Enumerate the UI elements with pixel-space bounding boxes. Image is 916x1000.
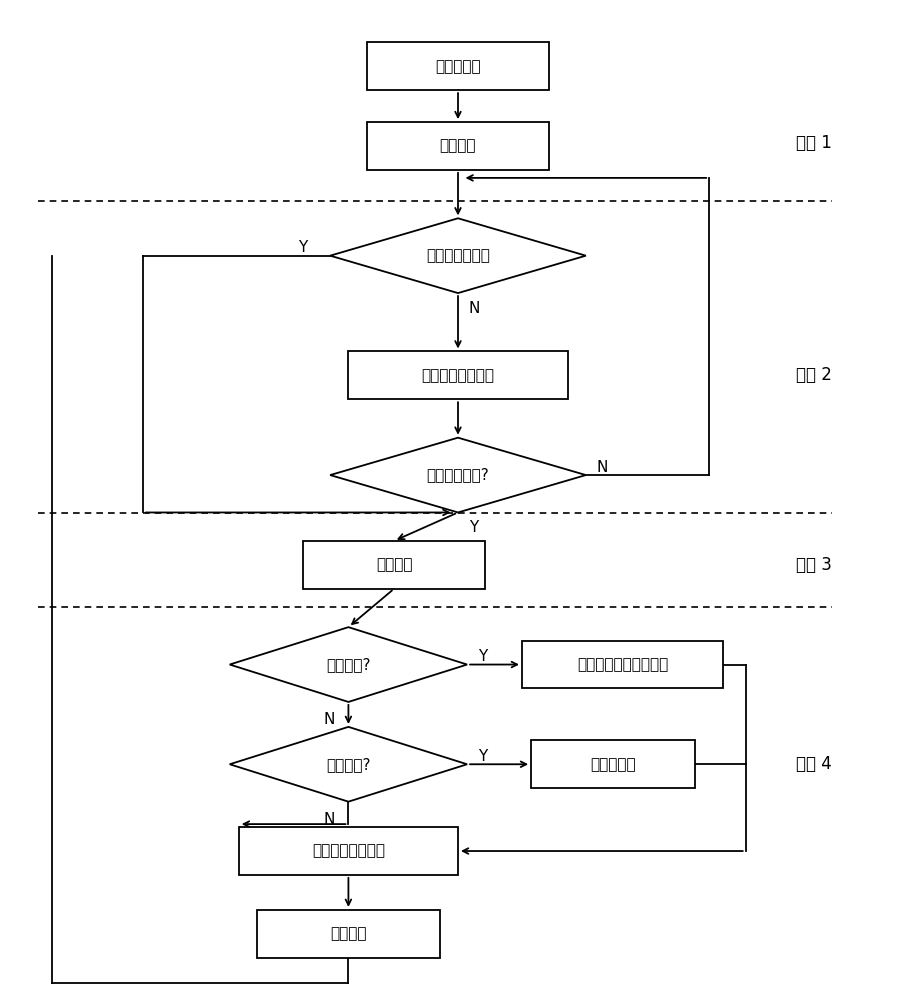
Text: N: N <box>323 812 334 827</box>
Text: 轨迹获取: 轨迹获取 <box>376 557 412 572</box>
Text: 获取加速度计数据: 获取加速度计数据 <box>421 368 495 383</box>
FancyBboxPatch shape <box>531 740 695 788</box>
Text: N: N <box>469 301 480 316</box>
Text: N: N <box>597 460 608 475</box>
Text: 计算位移: 计算位移 <box>330 926 366 941</box>
FancyBboxPatch shape <box>239 827 458 875</box>
Text: Y: Y <box>478 649 487 664</box>
Text: N: N <box>323 712 334 727</box>
FancyBboxPatch shape <box>348 351 568 399</box>
Text: 规划化处理: 规划化处理 <box>591 757 636 772</box>
Text: Y: Y <box>469 520 478 535</box>
Text: 确定阈值: 确定阈值 <box>440 138 476 153</box>
Text: 判断是否运动?: 判断是否运动? <box>427 468 489 483</box>
Text: 步骤 3: 步骤 3 <box>796 556 832 574</box>
Text: 步骤 1: 步骤 1 <box>796 134 832 152</box>
FancyBboxPatch shape <box>522 641 723 688</box>
FancyBboxPatch shape <box>366 42 550 90</box>
Polygon shape <box>230 627 467 702</box>
Text: 步骤 4: 步骤 4 <box>796 755 832 773</box>
Text: 系统初始化: 系统初始化 <box>435 59 481 74</box>
Polygon shape <box>330 438 586 512</box>
Text: 巴特沃斯低通滤波: 巴特沃斯低通滤波 <box>312 844 385 859</box>
FancyBboxPatch shape <box>303 541 485 589</box>
Text: 振幅不同?: 振幅不同? <box>326 757 371 772</box>
Text: 步骤 2: 步骤 2 <box>796 366 832 384</box>
Polygon shape <box>230 727 467 802</box>
Text: Y: Y <box>478 749 487 764</box>
Text: 插值计算或卡尔曼滤波: 插值计算或卡尔曼滤波 <box>577 657 668 672</box>
Text: 频率不同?: 频率不同? <box>326 657 371 672</box>
Text: Y: Y <box>298 240 308 255</box>
Polygon shape <box>330 218 586 293</box>
Text: 是否在运动状态: 是否在运动状态 <box>426 248 490 263</box>
FancyBboxPatch shape <box>257 910 440 958</box>
FancyBboxPatch shape <box>366 122 550 170</box>
